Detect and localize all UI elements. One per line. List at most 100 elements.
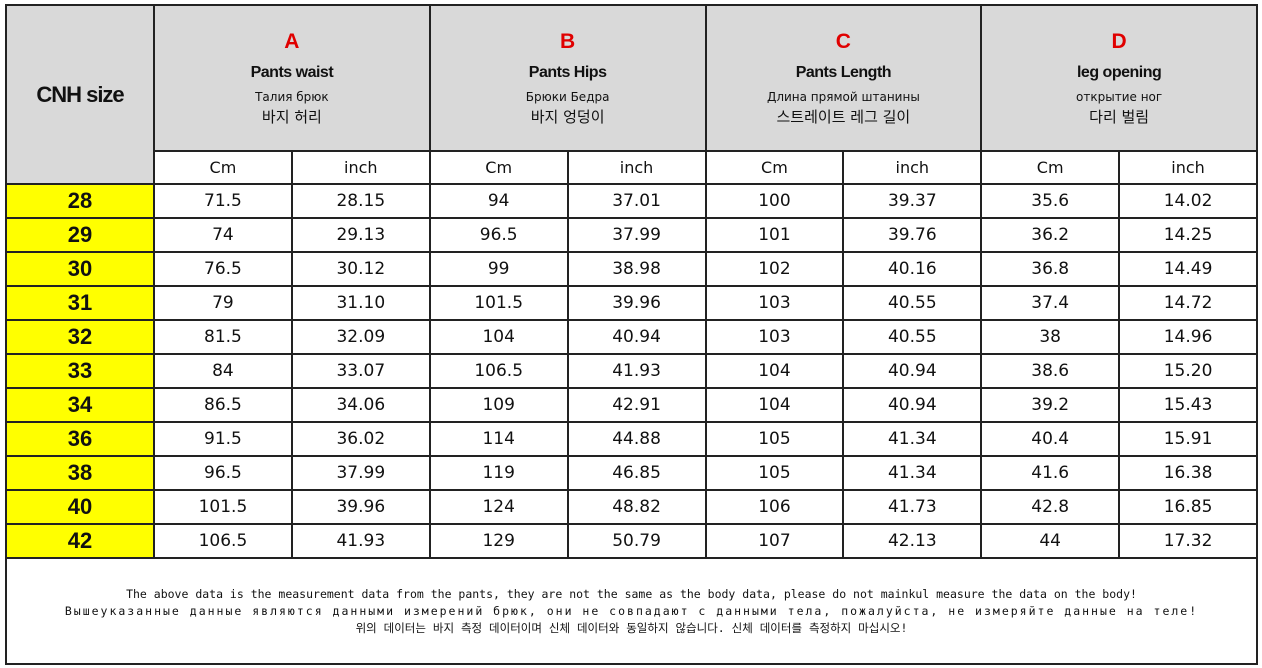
unit-label: Cm: [428, 150, 569, 185]
value-cell: 104: [704, 353, 845, 389]
value-cell: 40.16: [842, 251, 983, 287]
value-cell: 14.96: [1118, 319, 1258, 355]
value-cell: 14.72: [1118, 285, 1258, 321]
group-name: Pants Hips: [528, 63, 607, 81]
value-cell: 39.96: [566, 285, 707, 321]
group-name: Pants Length: [795, 63, 892, 81]
size-cell: 32: [5, 319, 155, 355]
value-cell: 71.5: [153, 183, 293, 219]
value-cell: 104: [428, 319, 569, 355]
value-cell: 34.06: [290, 387, 431, 423]
value-cell: 30.12: [290, 251, 431, 287]
value-cell: 36.2: [980, 217, 1121, 253]
value-cell: 106.5: [153, 523, 293, 559]
value-cell: 41.34: [842, 455, 983, 491]
value-cell: 107: [704, 523, 845, 559]
value-cell: 102: [704, 251, 845, 287]
value-cell: 39.96: [290, 489, 431, 525]
value-cell: 129: [428, 523, 569, 559]
value-cell: 16.38: [1118, 455, 1258, 491]
value-cell: 99: [428, 251, 569, 287]
group-ko: 스트레이트 레그 길이: [776, 107, 911, 126]
value-cell: 41.93: [290, 523, 431, 559]
value-cell: 39.37: [842, 183, 983, 219]
value-cell: 44: [980, 523, 1121, 559]
data-row: 34 86.5 34.06 109 42.91 104 40.94 39.2 15.43: [5, 387, 1258, 423]
value-cell: 40.55: [842, 319, 983, 355]
value-cell: 14.25: [1118, 217, 1258, 253]
group-header: C Pants Length Длина прямой штанины 스트레이트 레…: [704, 4, 983, 152]
footer-note: The above data is the measurement data f…: [5, 557, 1258, 665]
value-cell: 39.76: [842, 217, 983, 253]
size-cell: 31: [5, 285, 155, 321]
value-cell: 101: [704, 217, 845, 253]
value-cell: 41.6: [980, 455, 1121, 491]
size-cell: 29: [5, 217, 155, 253]
value-cell: 101.5: [153, 489, 293, 525]
value-cell: 105: [704, 455, 845, 491]
data-row: 36 91.5 36.02 114 44.88 105 41.34 40.4 15.91: [5, 421, 1258, 457]
value-cell: 42.8: [980, 489, 1121, 525]
value-cell: 17.32: [1118, 523, 1258, 559]
value-cell: 119: [428, 455, 569, 491]
size-header: CNH size: [5, 4, 155, 185]
group-header: A Pants waist Талия брюк 바지 허리: [153, 4, 431, 152]
value-cell: 106.5: [428, 353, 569, 389]
group-ko: 다리 벌림: [1089, 107, 1150, 126]
size-label: CNH size: [36, 81, 124, 107]
value-cell: 31.10: [290, 285, 431, 321]
value-cell: 124: [428, 489, 569, 525]
size-cell: 33: [5, 353, 155, 389]
value-cell: 94: [428, 183, 569, 219]
data-row: 40 101.5 39.96 124 48.82 106 41.73 42.8 16.85: [5, 489, 1258, 525]
value-cell: 81.5: [153, 319, 293, 355]
value-cell: 40.55: [842, 285, 983, 321]
unit-label: Cm: [980, 150, 1121, 185]
value-cell: 42.13: [842, 523, 983, 559]
value-cell: 104: [704, 387, 845, 423]
unit-row: Cm inch Cm inch Cm inch Cm inch: [6, 150, 1258, 185]
value-cell: 41.34: [842, 421, 983, 457]
footer-line: Вышеуказанные данные являются данными из…: [64, 603, 1199, 618]
group-name: Pants waist: [250, 63, 334, 81]
value-cell: 40.94: [842, 387, 983, 423]
unit-label: inch: [1118, 150, 1258, 185]
value-cell: 32.09: [290, 319, 431, 355]
value-cell: 76.5: [153, 251, 293, 287]
value-cell: 37.99: [566, 217, 707, 253]
footer-line: 위의 데이터는 바지 측정 데이터이며 신체 데이터와 동일하지 않습니다. 신…: [355, 620, 908, 635]
value-cell: 38.6: [980, 353, 1121, 389]
value-cell: 37.99: [290, 455, 431, 491]
value-cell: 28.15: [290, 183, 431, 219]
group-letter: A: [284, 29, 300, 53]
header-row: CNH size A Pants waist Талия брюк 바지 허리 B Pant…: [5, 4, 1258, 185]
group-ru: Длина прямой штанины: [766, 89, 920, 104]
data-row: 30 76.5 30.12 99 38.98 102 40.16 36.8 14.49: [5, 251, 1258, 287]
value-cell: 46.85: [566, 455, 707, 491]
data-row: 38 96.5 37.99 119 46.85 105 41.34 41.6 16.38: [5, 455, 1258, 491]
data-row: 33 84 33.07 106.5 41.93 104 40.94 38.6 15.20: [5, 353, 1258, 389]
size-cell: 28: [5, 183, 155, 219]
value-cell: 40.4: [980, 421, 1121, 457]
value-cell: 40.94: [842, 353, 983, 389]
value-cell: 36.8: [980, 251, 1121, 287]
value-cell: 14.02: [1118, 183, 1258, 219]
value-cell: 44.88: [566, 421, 707, 457]
unit-label: inch: [842, 150, 983, 185]
value-cell: 15.43: [1118, 387, 1258, 423]
group-letter: D: [1111, 29, 1127, 53]
size-chart: CNH size A Pants waist Талия брюк 바지 허리 B Pant…: [5, 4, 1258, 665]
group-ru: открытие ног: [1076, 89, 1163, 104]
group-ko: 바지 엉덩이: [530, 107, 605, 126]
value-cell: 96.5: [428, 217, 569, 253]
value-cell: 40.94: [566, 319, 707, 355]
value-cell: 79: [153, 285, 293, 321]
size-cell: 36: [5, 421, 155, 457]
value-cell: 15.20: [1118, 353, 1258, 389]
value-cell: 86.5: [153, 387, 293, 423]
value-cell: 15.91: [1118, 421, 1258, 457]
group-ru: Талия брюк: [255, 89, 329, 104]
value-cell: 33.07: [290, 353, 431, 389]
